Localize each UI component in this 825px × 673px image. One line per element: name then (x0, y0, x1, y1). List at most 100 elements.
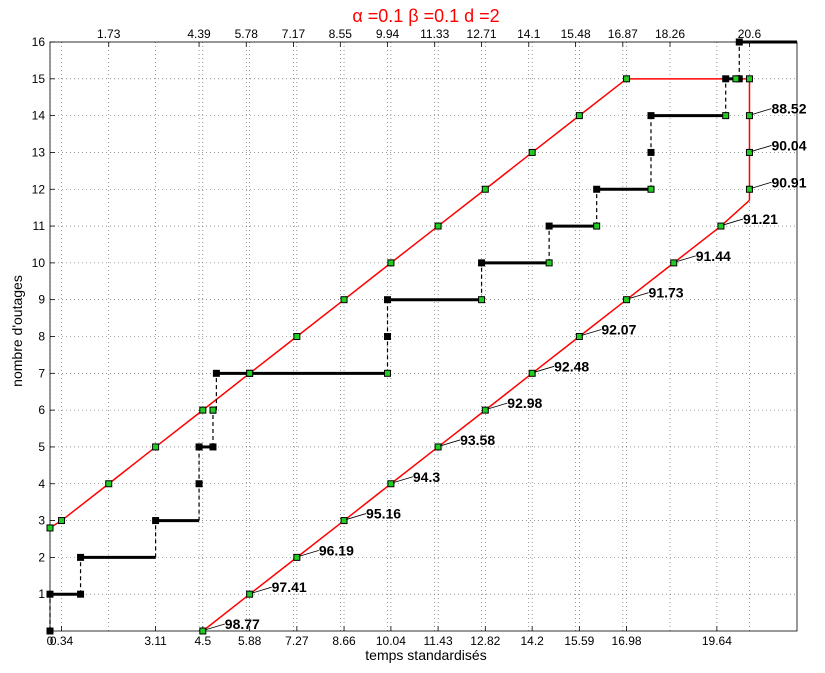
x-top-tick-label: 11.33 (420, 27, 449, 41)
percent-label: 90.04 (771, 137, 806, 153)
step-open-marker (647, 185, 655, 193)
y-tick-label: 11 (33, 219, 46, 233)
upper-marker (58, 517, 66, 525)
x-tick-label: 4.5 (194, 634, 211, 648)
percent-label: 90.91 (771, 174, 806, 190)
step-marker (735, 38, 743, 46)
y-tick-label: 14 (32, 109, 46, 123)
label-arrow (534, 365, 555, 373)
step-open-marker (209, 406, 217, 414)
step-marker (647, 112, 655, 120)
lower-marker (528, 369, 536, 377)
percent-label: 92.48 (554, 358, 589, 374)
y-tick-label: 1 (38, 587, 45, 601)
label-arrow (439, 439, 461, 447)
y-tick-label: 10 (32, 256, 46, 270)
step-marker (478, 259, 486, 267)
step-marker (384, 333, 392, 340)
y-tick-label: 9 (38, 293, 45, 307)
upper-marker (528, 148, 536, 156)
label-arrow (751, 108, 772, 116)
upper-marker (745, 185, 753, 193)
x-tick-label: 10.04 (376, 634, 406, 648)
step-marker (195, 443, 203, 451)
x-tick-label: 15.59 (564, 634, 594, 648)
upper-marker (46, 524, 54, 532)
percent-label: 92.98 (507, 395, 542, 411)
step-marker (77, 590, 85, 598)
y-axis-title: nombre d'outages (9, 275, 25, 387)
step-open-marker (722, 112, 730, 120)
lower-boundary-line (202, 199, 750, 632)
step-marker (384, 296, 392, 304)
label-arrow (628, 292, 649, 300)
percent-label: 88.52 (771, 101, 806, 117)
y-tick-label: 5 (38, 440, 45, 454)
label-arrow (751, 145, 772, 152)
label-arrow (298, 549, 319, 557)
y-tick-label: 2 (38, 550, 45, 564)
upper-marker (575, 112, 583, 120)
step-open-marker (593, 222, 601, 230)
x-axis-title: temps standardisés (365, 647, 486, 663)
upper-marker (745, 75, 753, 83)
percent-label: 98.77 (225, 616, 260, 632)
step-marker (545, 222, 553, 230)
x-top-tick-label: 7.17 (282, 27, 306, 41)
y-tick-label: 3 (38, 514, 45, 528)
x-tick-label: 19.64 (702, 634, 732, 648)
lower-marker (481, 406, 489, 414)
step-marker (647, 148, 655, 156)
x-tick-label: 16.98 (612, 634, 642, 648)
x-tick-label: 5.88 (238, 634, 262, 648)
x-tick-label: 11.43 (424, 634, 453, 648)
upper-marker (152, 443, 160, 451)
step-marker (46, 590, 54, 598)
x-top-tick-label: 16.87 (608, 27, 638, 41)
step-marker (77, 553, 85, 561)
step-marker (195, 480, 203, 488)
step-open-marker (384, 369, 392, 377)
label-arrow (722, 218, 744, 226)
step-marker (152, 517, 160, 525)
chart-title: α =0.1 β =0.1 d =2 (352, 6, 499, 26)
x-top-tick-label: 8.55 (329, 27, 353, 41)
label-arrow (487, 402, 508, 410)
x-top-tick-label: 14.1 (517, 27, 541, 41)
percent-label: 91.73 (649, 285, 684, 301)
x-top-tick-label: 18.26 (655, 27, 685, 41)
x-top-tick-label: 1.73 (97, 27, 121, 41)
lower-marker (340, 517, 348, 525)
lower-marker (623, 296, 631, 304)
label-arrow (345, 513, 367, 520)
label-arrow (392, 476, 414, 484)
y-tick-label: 7 (38, 366, 45, 380)
label-arrow (675, 255, 696, 263)
x-tick-label: 12.82 (470, 634, 500, 648)
lower-marker (434, 443, 442, 451)
upper-marker (246, 369, 254, 377)
label-arrow (751, 181, 772, 189)
percent-label: 95.16 (366, 506, 401, 522)
upper-marker (481, 185, 489, 193)
label-arrow (251, 586, 272, 594)
percent-label: 92.07 (601, 322, 636, 338)
lower-marker (717, 222, 725, 230)
step-marker (212, 369, 220, 377)
label-arrow (204, 623, 225, 631)
y-tick-label: 6 (38, 403, 45, 417)
step-marker (209, 443, 217, 451)
y-tick-label: 4 (38, 477, 45, 491)
label-arrow (581, 329, 602, 336)
percent-label: 91.44 (696, 248, 731, 264)
x-tick-label: 8.66 (332, 634, 356, 648)
upper-marker (745, 112, 753, 120)
x-tick-label: 14.2 (520, 634, 544, 648)
percent-label: 91.21 (743, 211, 778, 227)
y-tick-label: 8 (38, 330, 45, 344)
lower-marker (670, 259, 678, 267)
y-tick-label: 15 (32, 72, 46, 86)
x-top-tick-label: 5.78 (235, 27, 259, 41)
